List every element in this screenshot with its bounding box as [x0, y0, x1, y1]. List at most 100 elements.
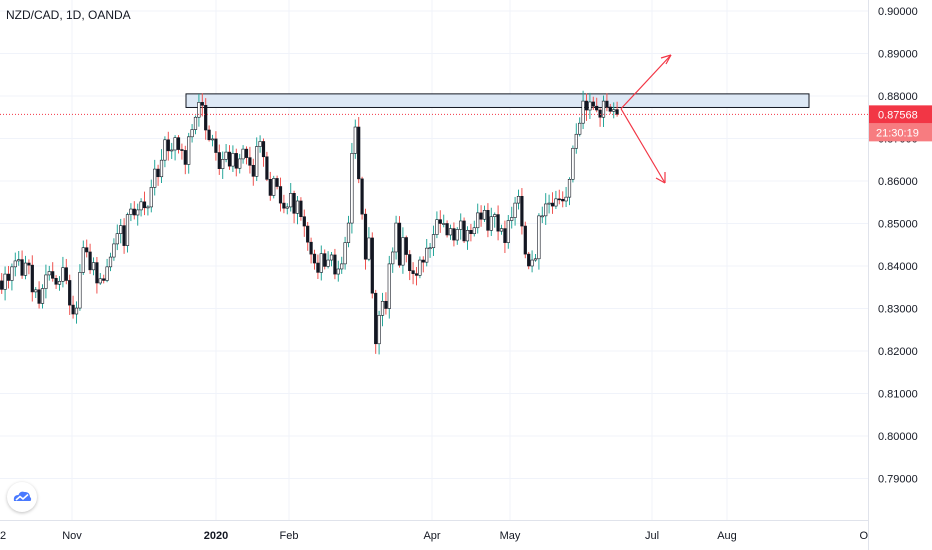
candle[interactable]	[251, 158, 255, 186]
candle[interactable]	[418, 256, 422, 279]
candle[interactable]	[255, 137, 259, 182]
candle[interactable]	[333, 248, 337, 280]
candle[interactable]	[180, 143, 184, 160]
candle[interactable]	[190, 124, 194, 143]
candle[interactable]	[595, 97, 599, 113]
candle[interactable]	[6, 266, 11, 289]
candle[interactable]	[561, 191, 565, 208]
candle[interactable]	[30, 255, 34, 302]
candle[interactable]	[0, 273, 4, 294]
candle[interactable]	[367, 227, 371, 262]
candle[interactable]	[442, 214, 446, 228]
candle[interactable]	[156, 164, 160, 186]
candle[interactable]	[479, 205, 483, 227]
candle[interactable]	[567, 177, 572, 206]
candle[interactable]	[285, 203, 289, 215]
candle[interactable]	[340, 256, 344, 274]
candle[interactable]	[411, 262, 415, 285]
candle[interactable]	[601, 95, 606, 128]
candle[interactable]	[547, 194, 551, 214]
candle[interactable]	[537, 213, 541, 270]
candle[interactable]	[326, 251, 330, 269]
candle[interactable]	[499, 224, 504, 235]
candle[interactable]	[275, 175, 279, 190]
candle[interactable]	[282, 194, 286, 214]
candle[interactable]	[425, 238, 429, 267]
candle[interactable]	[98, 273, 102, 285]
candle[interactable]	[605, 93, 609, 112]
candle[interactable]	[207, 125, 211, 142]
candle[interactable]	[540, 206, 544, 224]
candle[interactable]	[384, 292, 388, 315]
candle[interactable]	[588, 92, 592, 119]
candle[interactable]	[224, 144, 228, 163]
candle[interactable]	[57, 276, 62, 291]
candle[interactable]	[214, 131, 218, 161]
candle[interactable]	[506, 215, 510, 249]
candle[interactable]	[482, 205, 487, 223]
candle[interactable]	[377, 310, 381, 355]
candle[interactable]	[210, 134, 215, 147]
candle[interactable]	[78, 264, 82, 311]
candle[interactable]	[292, 190, 296, 224]
candle[interactable]	[431, 225, 436, 256]
candle[interactable]	[125, 212, 130, 253]
candle[interactable]	[61, 256, 65, 288]
candle[interactable]	[404, 235, 408, 263]
candle[interactable]	[10, 263, 14, 291]
candle[interactable]	[316, 254, 320, 279]
candle[interactable]	[578, 117, 582, 137]
candle[interactable]	[129, 203, 133, 222]
candle-series[interactable]	[0, 90, 619, 355]
candle[interactable]	[312, 249, 317, 270]
candle[interactable]	[74, 301, 79, 324]
candle[interactable]	[465, 226, 470, 250]
candle[interactable]	[23, 255, 28, 280]
candle[interactable]	[408, 250, 412, 281]
candle[interactable]	[299, 197, 303, 221]
candle[interactable]	[227, 145, 232, 170]
candle[interactable]	[527, 251, 531, 270]
candle[interactable]	[85, 239, 89, 258]
candle[interactable]	[170, 142, 174, 160]
candle[interactable]	[153, 159, 157, 196]
candle[interactable]	[187, 132, 191, 174]
candle[interactable]	[37, 281, 41, 309]
candle[interactable]	[513, 196, 517, 226]
candle[interactable]	[204, 98, 208, 140]
candle[interactable]	[360, 176, 364, 220]
candle[interactable]	[91, 257, 96, 276]
candle[interactable]	[486, 203, 490, 238]
candle[interactable]	[295, 195, 300, 225]
candle[interactable]	[88, 243, 92, 274]
candle[interactable]	[530, 250, 534, 273]
candle[interactable]	[564, 186, 568, 208]
candle[interactable]	[166, 131, 170, 161]
candle[interactable]	[139, 198, 143, 217]
candle[interactable]	[574, 123, 578, 154]
candle[interactable]	[523, 221, 527, 259]
candle[interactable]	[115, 224, 119, 251]
candle[interactable]	[591, 96, 595, 110]
candle[interactable]	[268, 171, 272, 201]
candle[interactable]	[47, 265, 51, 281]
time-axis[interactable]: 2 Nov 2020 Feb Apr May Jul Aug O	[0, 520, 868, 543]
candle[interactable]	[346, 215, 351, 248]
candle[interactable]	[550, 192, 555, 214]
candle[interactable]	[421, 256, 425, 273]
candle[interactable]	[394, 215, 398, 260]
candle[interactable]	[200, 93, 204, 117]
candle[interactable]	[357, 117, 361, 184]
candle[interactable]	[272, 175, 276, 199]
candle[interactable]	[258, 135, 262, 153]
candle[interactable]	[217, 144, 221, 175]
candle[interactable]	[476, 203, 480, 234]
candle[interactable]	[370, 232, 374, 299]
candle[interactable]	[27, 259, 31, 275]
candle[interactable]	[608, 103, 612, 114]
candle[interactable]	[353, 119, 357, 159]
candle[interactable]	[302, 209, 306, 237]
candle[interactable]	[146, 205, 150, 216]
candle[interactable]	[469, 223, 473, 242]
